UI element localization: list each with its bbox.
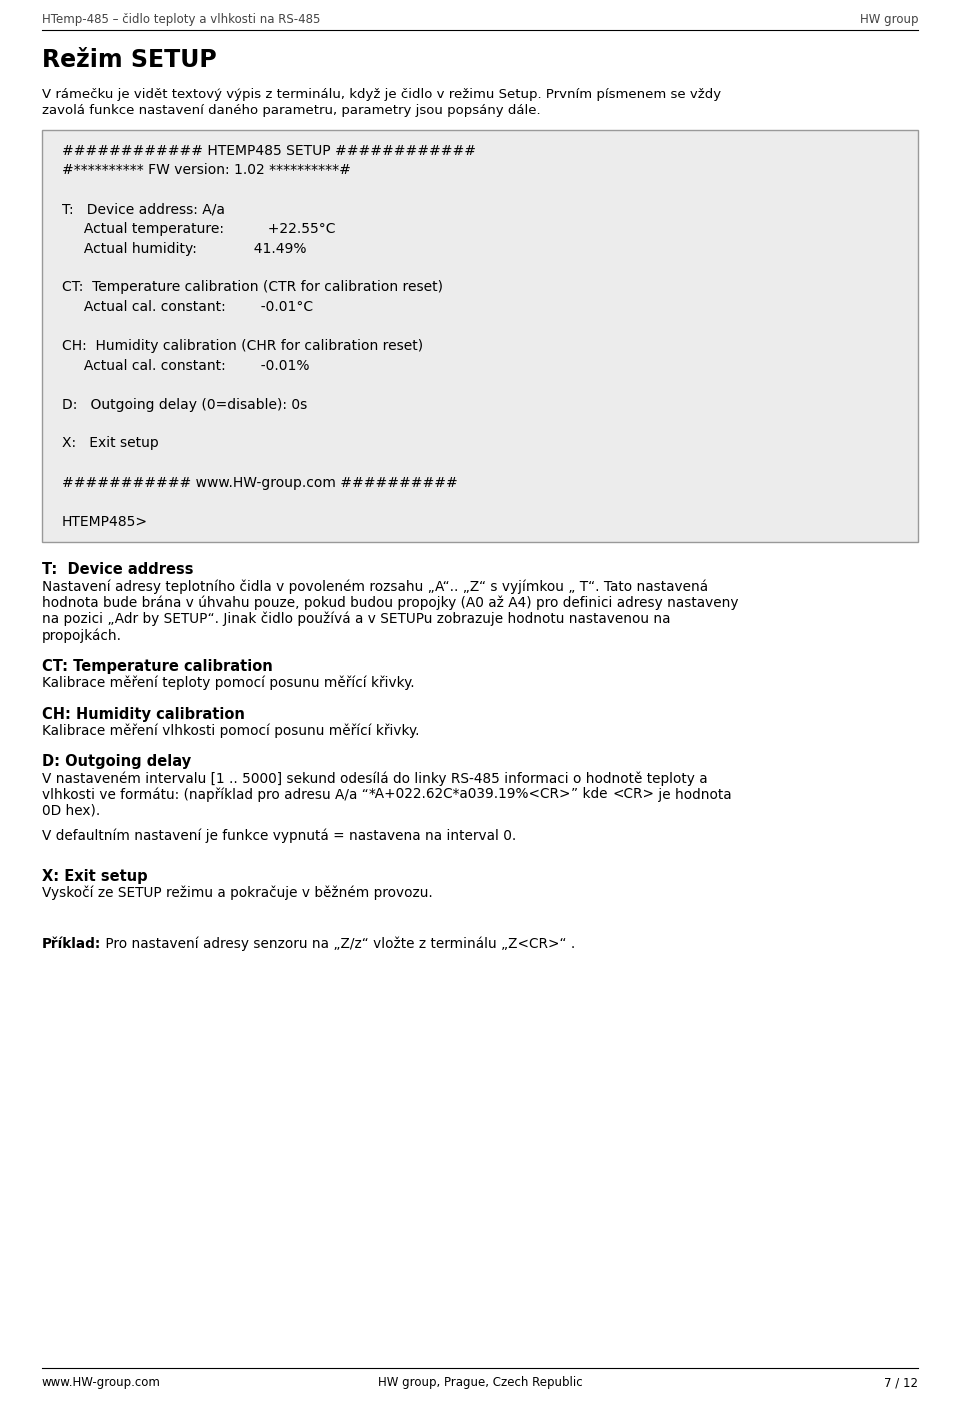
Text: HW group: HW group xyxy=(859,14,918,27)
FancyBboxPatch shape xyxy=(42,130,918,542)
Text: V nastaveném intervalu [1 .. 5000] sekund odesílá do linky RS-485 informaci o ho: V nastaveném intervalu [1 .. 5000] sekun… xyxy=(42,772,708,786)
Text: www.HW-group.com: www.HW-group.com xyxy=(42,1376,161,1389)
Text: D: Outgoing delay: D: Outgoing delay xyxy=(42,753,191,769)
Text: Pro nastavení adresy senzoru na „Z/z“ vložte z terminálu „Z<CR>“ .: Pro nastavení adresy senzoru na „Z/z“ vl… xyxy=(101,936,575,951)
Text: 0D hex).: 0D hex). xyxy=(42,804,100,818)
Text: Actual temperature:          +22.55°C: Actual temperature: +22.55°C xyxy=(62,222,335,236)
Text: na pozici „Adr by SETUP“. Jinak čidlo používá a v SETUPu zobrazuje hodnotu nasta: na pozici „Adr by SETUP“. Jinak čidlo po… xyxy=(42,612,670,627)
Text: V defaultním nastavení je funkce vypnutá = nastavena na interval 0.: V defaultním nastavení je funkce vypnutá… xyxy=(42,829,516,843)
Text: CH:  Humidity calibration (CHR for calibration reset): CH: Humidity calibration (CHR for calibr… xyxy=(62,340,423,354)
Text: D:   Outgoing delay (0=disable): 0s: D: Outgoing delay (0=disable): 0s xyxy=(62,397,307,411)
Text: X: Exit setup: X: Exit setup xyxy=(42,868,148,884)
Text: Actual cal. constant:        -0.01°C: Actual cal. constant: -0.01°C xyxy=(62,300,313,314)
Text: T:  Device address: T: Device address xyxy=(42,563,194,577)
Text: ############ HTEMP485 SETUP ############: ############ HTEMP485 SETUP ############ xyxy=(62,145,476,159)
Text: HTemp-485 – čidlo teploty a vlhkosti na RS-485: HTemp-485 – čidlo teploty a vlhkosti na … xyxy=(42,14,321,27)
Text: V rámečku je vidět textový výpis z terminálu, když je čidlo v režimu Setup. Prvn: V rámečku je vidět textový výpis z termi… xyxy=(42,88,721,101)
Text: je hodnota: je hodnota xyxy=(654,787,732,801)
Text: HW group, Prague, Czech Republic: HW group, Prague, Czech Republic xyxy=(377,1376,583,1389)
Text: Kalibrace měření teploty pomocí posunu měřící křivky.: Kalibrace měření teploty pomocí posunu m… xyxy=(42,676,415,690)
Text: hodnota bude brána v úhvahu pouze, pokud budou propojky (A0 až A4) pro definici : hodnota bude brána v úhvahu pouze, pokud… xyxy=(42,595,738,610)
Text: 7 / 12: 7 / 12 xyxy=(884,1376,918,1389)
Text: CT:  Temperature calibration (CTR for calibration reset): CT: Temperature calibration (CTR for cal… xyxy=(62,281,443,295)
Text: CH: Humidity calibration: CH: Humidity calibration xyxy=(42,707,245,721)
Text: X:   Exit setup: X: Exit setup xyxy=(62,436,158,450)
Text: Actual humidity:             41.49%: Actual humidity: 41.49% xyxy=(62,241,306,255)
Text: Vyskočí ze SETUP režimu a pokračuje v běžném provozu.: Vyskočí ze SETUP režimu a pokračuje v bě… xyxy=(42,887,433,901)
Text: <CR>: <CR> xyxy=(612,787,654,801)
Text: HTEMP485>: HTEMP485> xyxy=(62,515,148,529)
Text: #********** FW version: 1.02 **********#: #********** FW version: 1.02 **********# xyxy=(62,164,350,178)
Text: *A+022.62C*a039.19%<CR>: *A+022.62C*a039.19%<CR> xyxy=(369,787,571,801)
Text: propojkách.: propojkách. xyxy=(42,629,122,643)
Text: zavolá funkce nastavení daného parametru, parametry jsou popsány dále.: zavolá funkce nastavení daného parametru… xyxy=(42,104,540,116)
Text: Příklad:: Příklad: xyxy=(42,936,101,950)
Text: ########### www.HW-group.com ##########: ########### www.HW-group.com ########## xyxy=(62,476,458,490)
Text: CT: Temperature calibration: CT: Temperature calibration xyxy=(42,659,273,673)
Text: vlhkosti ve formátu: (například pro adresu A/a “: vlhkosti ve formátu: (například pro adre… xyxy=(42,787,369,803)
Text: Kalibrace měření vlhkosti pomocí posunu měřící křivky.: Kalibrace měření vlhkosti pomocí posunu … xyxy=(42,724,420,738)
Text: Režim SETUP: Režim SETUP xyxy=(42,48,217,72)
Text: T:   Device address: A/a: T: Device address: A/a xyxy=(62,202,225,216)
Text: Nastavení adresy teplotního čidla v povoleném rozsahu „A“.. „Z“ s vyjímkou „ T“.: Nastavení adresy teplotního čidla v povo… xyxy=(42,579,708,593)
Text: Actual cal. constant:        -0.01%: Actual cal. constant: -0.01% xyxy=(62,359,309,373)
Text: ” kde: ” kde xyxy=(571,787,612,801)
